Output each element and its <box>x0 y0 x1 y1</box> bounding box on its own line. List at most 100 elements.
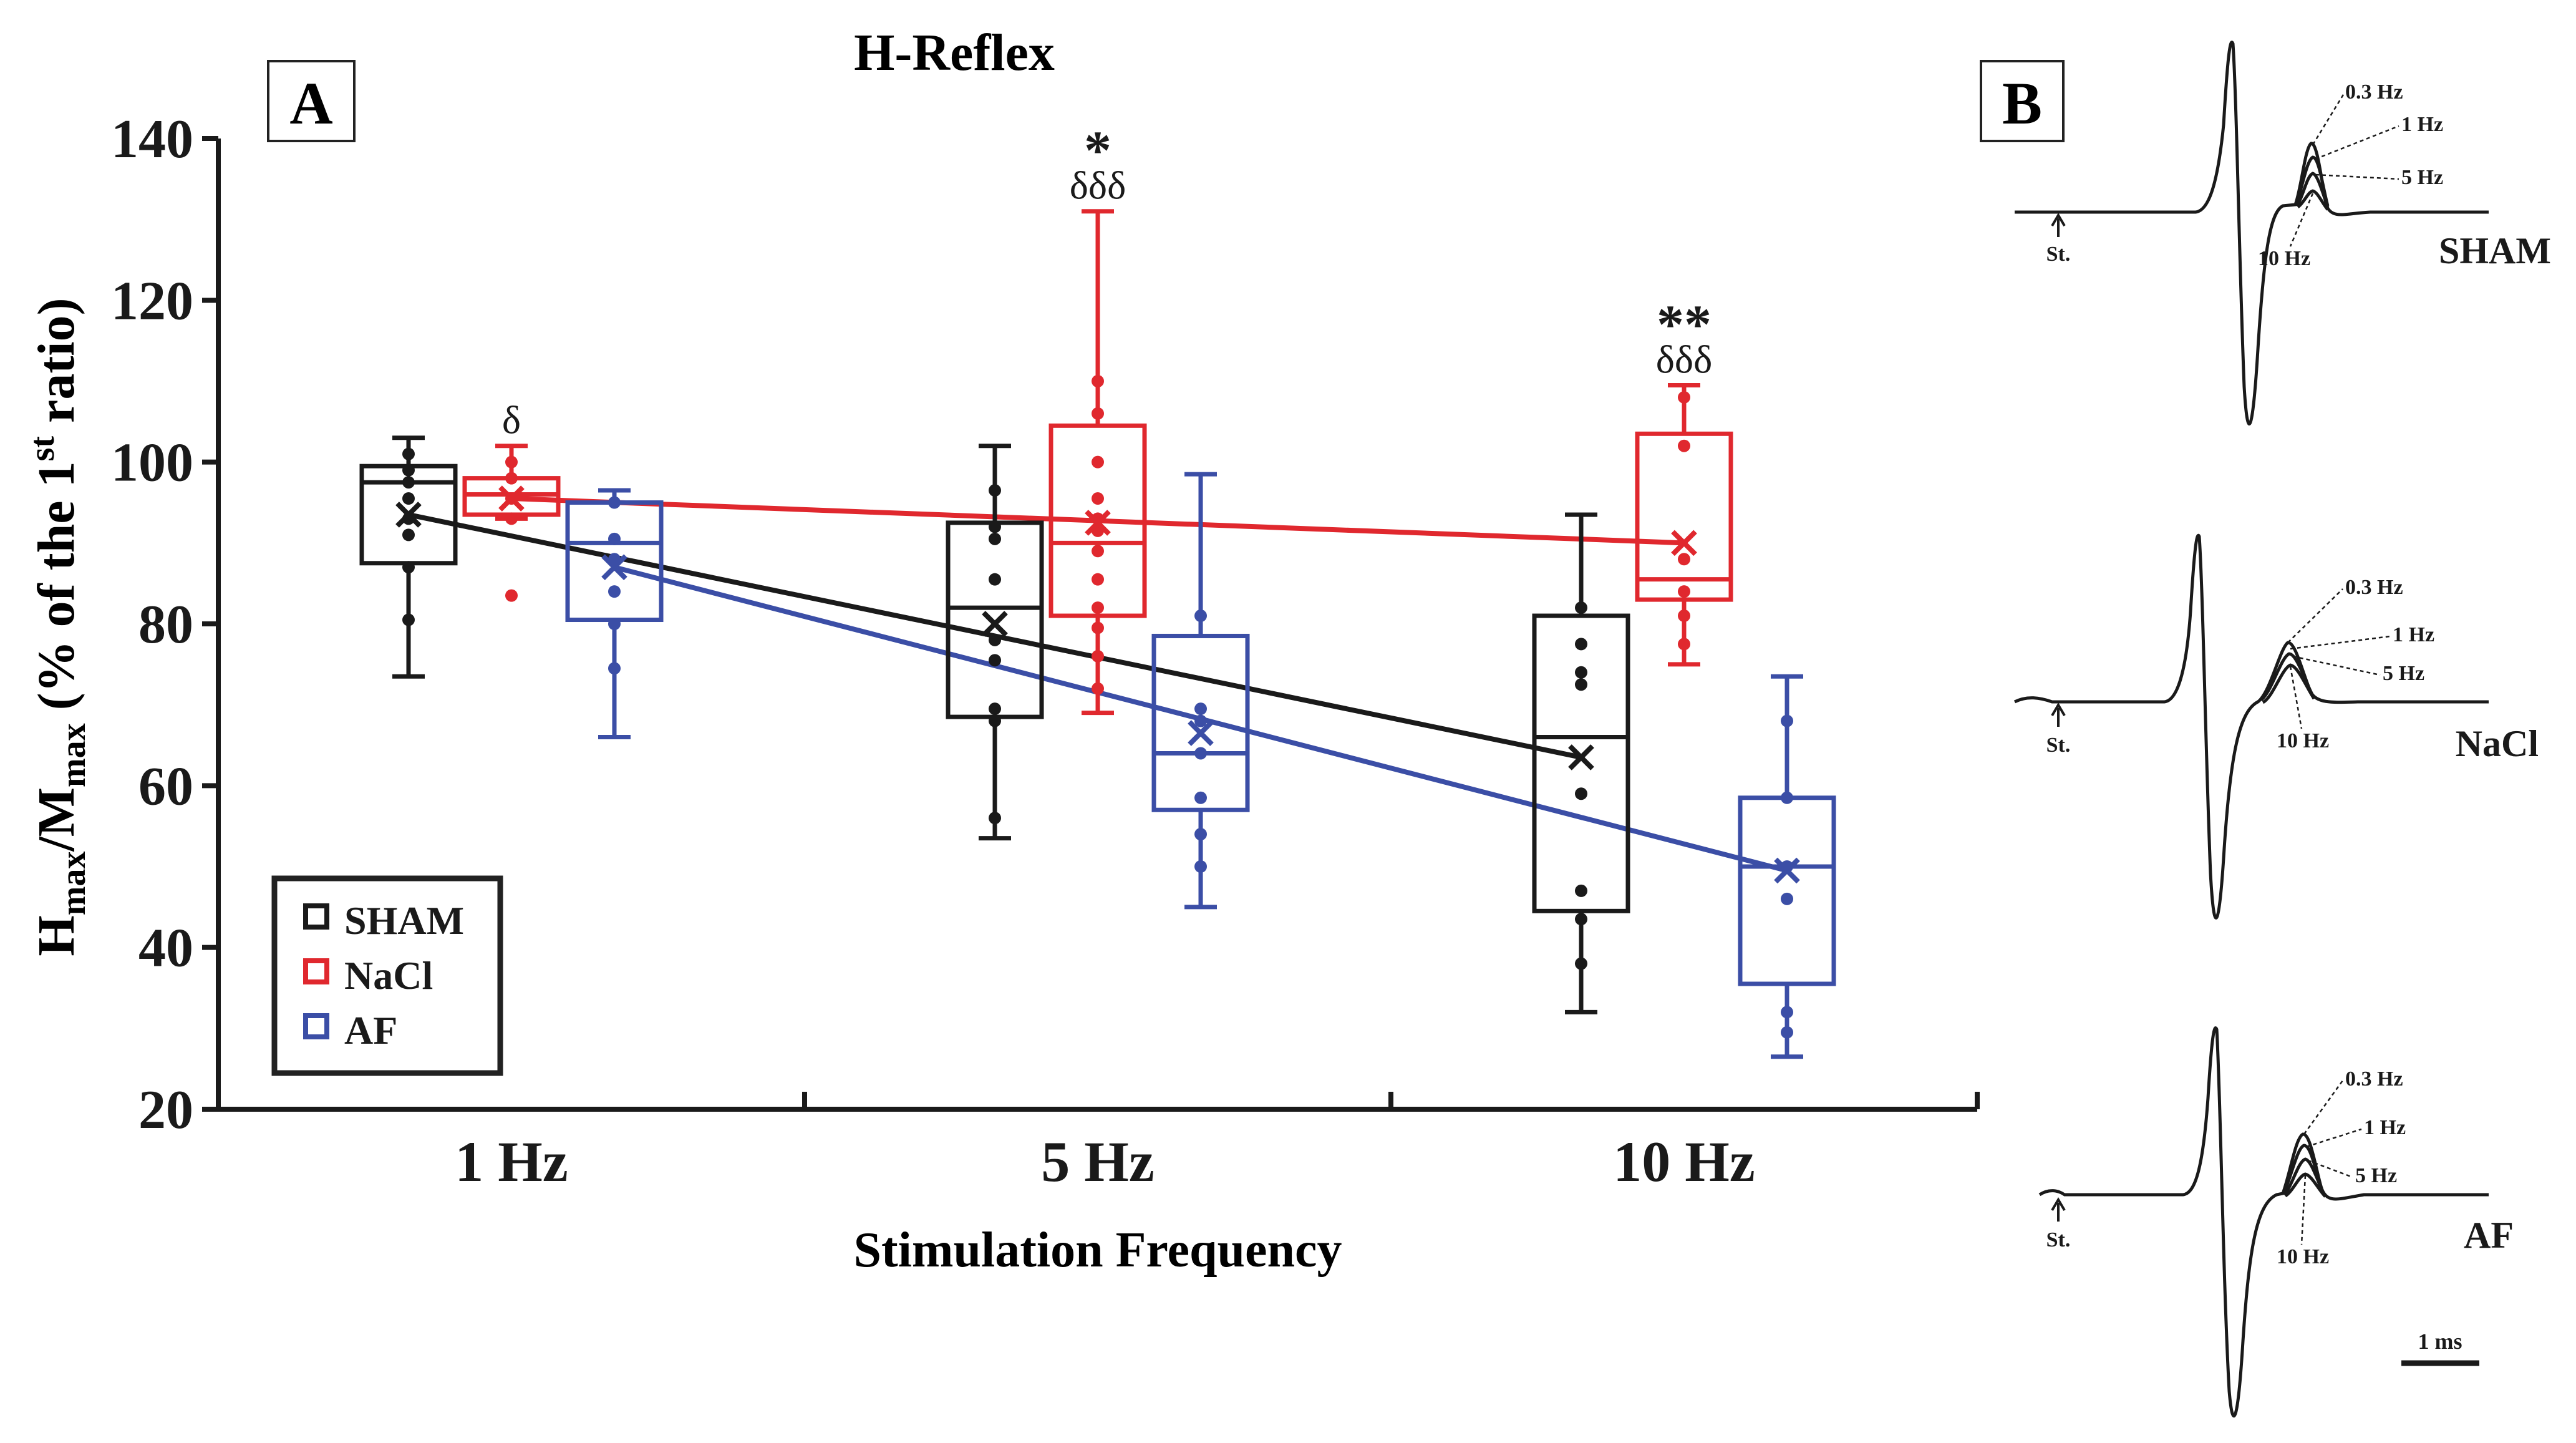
point-nacl-5-hz-1 <box>1092 649 1104 663</box>
box-iqr-nacl-5-hz <box>1048 423 1147 618</box>
x-tick-label-1-hz: 1 Hz <box>455 1130 568 1193</box>
x-axis-label: Stimulation Frequency <box>853 1223 1342 1278</box>
trace-af-hwave-5hz <box>2283 1157 2326 1196</box>
mean-marker-nacl-5-hz <box>1085 510 1111 536</box>
point-sham-5-hz-8 <box>989 484 1001 497</box>
point-af-5-hz-3 <box>1194 747 1207 760</box>
legend-entry-af: AF <box>303 1008 397 1052</box>
trace-sham-hwave-5hz <box>2295 172 2330 208</box>
point-af-1-hz-4 <box>608 532 621 545</box>
delta-annotation-1-hz: δ <box>502 398 521 442</box>
leader-af-10hz <box>2300 1175 2307 1245</box>
freq-label-sham-10hz: 10 Hz <box>2258 247 2310 270</box>
point-sham-5-hz-6 <box>989 532 1001 545</box>
point-sham-5-hz-4 <box>989 633 1001 646</box>
mean-marker-nacl-1-hz <box>498 485 525 512</box>
box-sham-10-hz <box>1532 512 1630 1014</box>
point-nacl-10-hz-5 <box>1678 391 1690 404</box>
point-sham-5-hz-7 <box>989 520 1001 533</box>
leader-sham-10hz <box>2289 193 2314 247</box>
box-iqr-af-5-hz <box>1151 633 1250 812</box>
leader-sham-5hz <box>2315 173 2399 180</box>
trace-nacl-hwave-5hz <box>2260 652 2315 702</box>
point-sham-10-hz-0 <box>1575 957 1587 970</box>
point-nacl-1-hz-1 <box>505 512 518 525</box>
panel-b-label: B <box>2002 70 2042 137</box>
y-axis-label: Hmax/Mmax (% of the 1st ratio) <box>23 298 93 956</box>
point-af-10-hz-5 <box>1781 714 1793 727</box>
point-af-10-hz-1 <box>1781 1006 1793 1019</box>
trace-nacl-waveform <box>2013 533 2489 920</box>
stim-arrowhead-af <box>2051 1197 2066 1212</box>
mean-marker-af-10-hz <box>1774 857 1800 884</box>
star-annotation-10-hz: ** <box>1657 294 1712 355</box>
point-sham-1-hz-2 <box>402 528 415 542</box>
trace-sham-hwave-10hz <box>2297 189 2329 211</box>
point-af-5-hz-0 <box>1194 860 1207 873</box>
point-sham-5-hz-0 <box>989 812 1001 825</box>
leader-af-1hz <box>2306 1128 2362 1148</box>
point-nacl-1-hz-3 <box>505 472 518 485</box>
trace-sham-hwave-1hz <box>2293 155 2330 206</box>
freq-label-nacl-5hz: 5 Hz <box>2383 662 2424 685</box>
freq-label-af-5hz: 5 Hz <box>2355 1164 2397 1187</box>
trace-af-waveform <box>2038 1026 2489 1418</box>
panel-b: B St. 0.3 Hz 1 Hz 5 Hz 10 Hz SHAM <box>1980 41 2551 1418</box>
stim-arrowhead-nacl <box>2051 702 2066 717</box>
point-nacl-1-hz-0 <box>505 589 518 602</box>
legend-swatch-sham <box>303 903 329 930</box>
point-sham-10-hz-1 <box>1575 913 1587 926</box>
point-nacl-10-hz-3 <box>1678 553 1690 566</box>
leader-nacl-5hz <box>2292 655 2381 676</box>
trace-sham-waveform <box>2015 41 2489 425</box>
box-iqr-af-10-hz <box>1738 795 1836 986</box>
y-tick-label-100: 100 <box>111 433 193 493</box>
point-sham-5-hz-3 <box>989 654 1001 667</box>
point-af-5-hz-4 <box>1194 714 1207 727</box>
point-nacl-10-hz-0 <box>1678 638 1690 651</box>
point-sham-10-hz-3 <box>1575 787 1587 800</box>
leader-nacl-1hz <box>2290 635 2391 650</box>
leader-nacl-10hz <box>2289 666 2303 729</box>
point-sham-5-hz-5 <box>989 573 1001 586</box>
trace-sham <box>2015 41 2489 425</box>
axes: 20 40 60 80 100 120 140 1 Hz 5 Hz 10 Hz <box>111 109 1980 1193</box>
point-af-5-hz-1 <box>1194 828 1207 841</box>
freq-label-sham-5hz: 5 Hz <box>2401 166 2443 189</box>
point-nacl-5-hz-10 <box>1092 407 1104 420</box>
mean-marker-sham-10-hz <box>1568 744 1594 770</box>
trace-label-sham: SHAM <box>2439 230 2551 271</box>
leader-sham-1hz <box>2315 125 2399 160</box>
point-sham-10-hz-6 <box>1575 638 1587 651</box>
box-sham-1-hz <box>359 435 458 679</box>
chart-title: H-Reflex <box>854 24 1055 82</box>
star-annotation-5-hz: * <box>1084 121 1111 182</box>
box-iqr-sham-10-hz <box>1532 613 1630 913</box>
x-tick-label-10-hz: 10 Hz <box>1613 1130 1755 1193</box>
trace-nacl <box>2013 533 2489 920</box>
legend: SHAM NaCl AF <box>271 875 503 1076</box>
point-sham-10-hz-7 <box>1575 601 1587 615</box>
trace-af-hwave-10hz <box>2284 1172 2327 1198</box>
y-tick-label-80: 80 <box>138 595 193 655</box>
point-sham-1-hz-5 <box>402 476 415 489</box>
point-nacl-5-hz-8 <box>1092 492 1104 505</box>
y-tick-label-140: 140 <box>111 109 193 170</box>
freq-label-nacl-0-3hz: 0.3 Hz <box>2345 576 2403 599</box>
panel-b-label-box <box>1980 60 2065 142</box>
point-af-10-hz-2 <box>1781 892 1793 905</box>
point-nacl-10-hz-2 <box>1678 585 1690 598</box>
y-tick-label-120: 120 <box>111 271 193 331</box>
freq-label-af-0-3hz: 0.3 Hz <box>2345 1067 2403 1091</box>
trace-label-af: AF <box>2464 1215 2514 1256</box>
stim-label-af: St. <box>2046 1228 2071 1251</box>
point-nacl-5-hz-5 <box>1092 545 1104 558</box>
legend-label-af: AF <box>344 1008 397 1052</box>
delta-annotation-10-hz: δδδ <box>1656 337 1712 381</box>
point-sham-5-hz-1 <box>989 714 1001 727</box>
point-nacl-10-hz-4 <box>1678 439 1690 452</box>
point-sham-1-hz-1 <box>402 561 415 574</box>
stim-label-sham: St. <box>2046 243 2071 266</box>
y-tick-label-60: 60 <box>138 756 193 817</box>
